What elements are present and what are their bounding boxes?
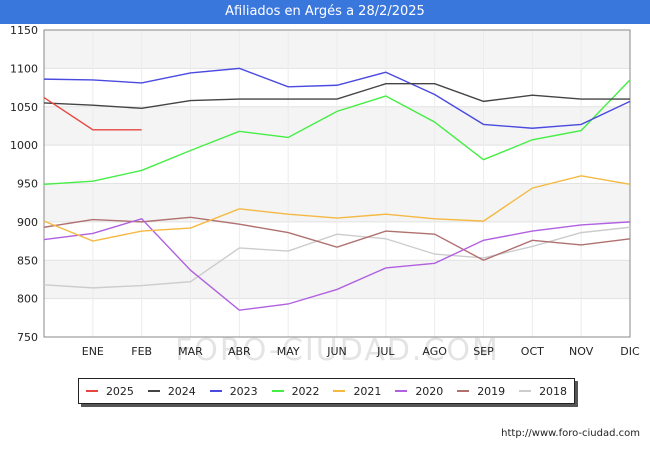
x-tick-label: MAR (178, 345, 203, 358)
legend-label: 2019 (477, 384, 506, 398)
legend-swatch (519, 390, 532, 392)
x-tick-label: JUL (376, 345, 395, 358)
x-tick-label: NOV (569, 345, 594, 358)
plot-border (43, 29, 631, 338)
x-tick-label: AGO (422, 345, 447, 358)
x-axis-ticks: ENE FEB MAR ABR MAY JUN JUL AGO SEP OCT NOV DIC (82, 345, 640, 358)
series-line-2021 (43, 175, 631, 242)
legend-label: 2020 (415, 384, 444, 398)
x-tick-label: DIC (620, 345, 640, 358)
legend-swatch (85, 390, 98, 392)
series-line-2025 (43, 96, 142, 131)
legend-label: 2024 (167, 384, 196, 398)
series-line-2018 (43, 226, 631, 289)
legend-swatch (147, 390, 160, 392)
legend: 2025 2024 2023 2022 2021 2020 2019 2018 (78, 378, 575, 404)
series-line-2020 (43, 218, 631, 311)
y-tick-label: 800 (17, 293, 38, 306)
y-tick-label: 950 (17, 178, 38, 191)
x-tick-label: JUN (326, 345, 347, 358)
legend-swatch (209, 390, 222, 392)
legend-swatch (395, 390, 408, 392)
y-tick-label: 1050 (10, 101, 38, 114)
y-tick-label: 850 (17, 254, 38, 267)
series-line-2022 (43, 79, 631, 185)
title-bar (0, 0, 650, 24)
legend-item-2025: 2025 (85, 384, 134, 398)
legend-label: 2021 (353, 384, 382, 398)
series-line-2024 (43, 83, 630, 109)
legend-item-2024: 2024 (147, 384, 196, 398)
watermark-text: FORO-CIUDAD.COM (175, 333, 500, 368)
x-tick-label: ABR (228, 345, 251, 358)
legend-item-2019: 2019 (457, 385, 505, 398)
legend-item-2022: 2022 (271, 384, 320, 398)
page-title: Afiliados en Argés a 28/2/2025 (225, 4, 425, 19)
y-tick-label: 1150 (10, 24, 38, 37)
y-tick-label: 900 (17, 216, 38, 229)
x-tick-label: OCT (521, 345, 544, 358)
legend-item-2021: 2021 (333, 385, 381, 398)
x-tick-label: FEB (131, 345, 152, 358)
y-axis-ticks: 750 800 850 900 950 1000 1050 1100 1150 (10, 24, 38, 344)
series-lines (43, 67, 631, 311)
legend-label: 2025 (105, 384, 134, 398)
x-tick-label: MAY (277, 345, 300, 358)
legend-label: 2018 (539, 384, 568, 398)
source-link[interactable]: http://www.foro-ciudad.com (501, 428, 640, 439)
y-tick-label: 1100 (10, 62, 38, 75)
x-tick-label: ENE (82, 345, 104, 358)
y-tick-label: 750 (17, 331, 38, 344)
series-line-2023 (43, 67, 631, 129)
legend-swatch (271, 390, 284, 392)
y-tick-label: 1000 (10, 139, 38, 152)
legend-item-2020: 2020 (395, 385, 443, 398)
legend-swatch (457, 390, 470, 392)
legend-item-2018: 2018 (519, 385, 567, 398)
legend-label: 2023 (229, 384, 258, 398)
series-line-2019 (43, 216, 631, 262)
x-tick-label: SEP (473, 345, 494, 358)
legend-item-2023: 2023 (209, 384, 258, 398)
legend-swatch (333, 390, 346, 392)
legend-label: 2022 (291, 384, 320, 398)
